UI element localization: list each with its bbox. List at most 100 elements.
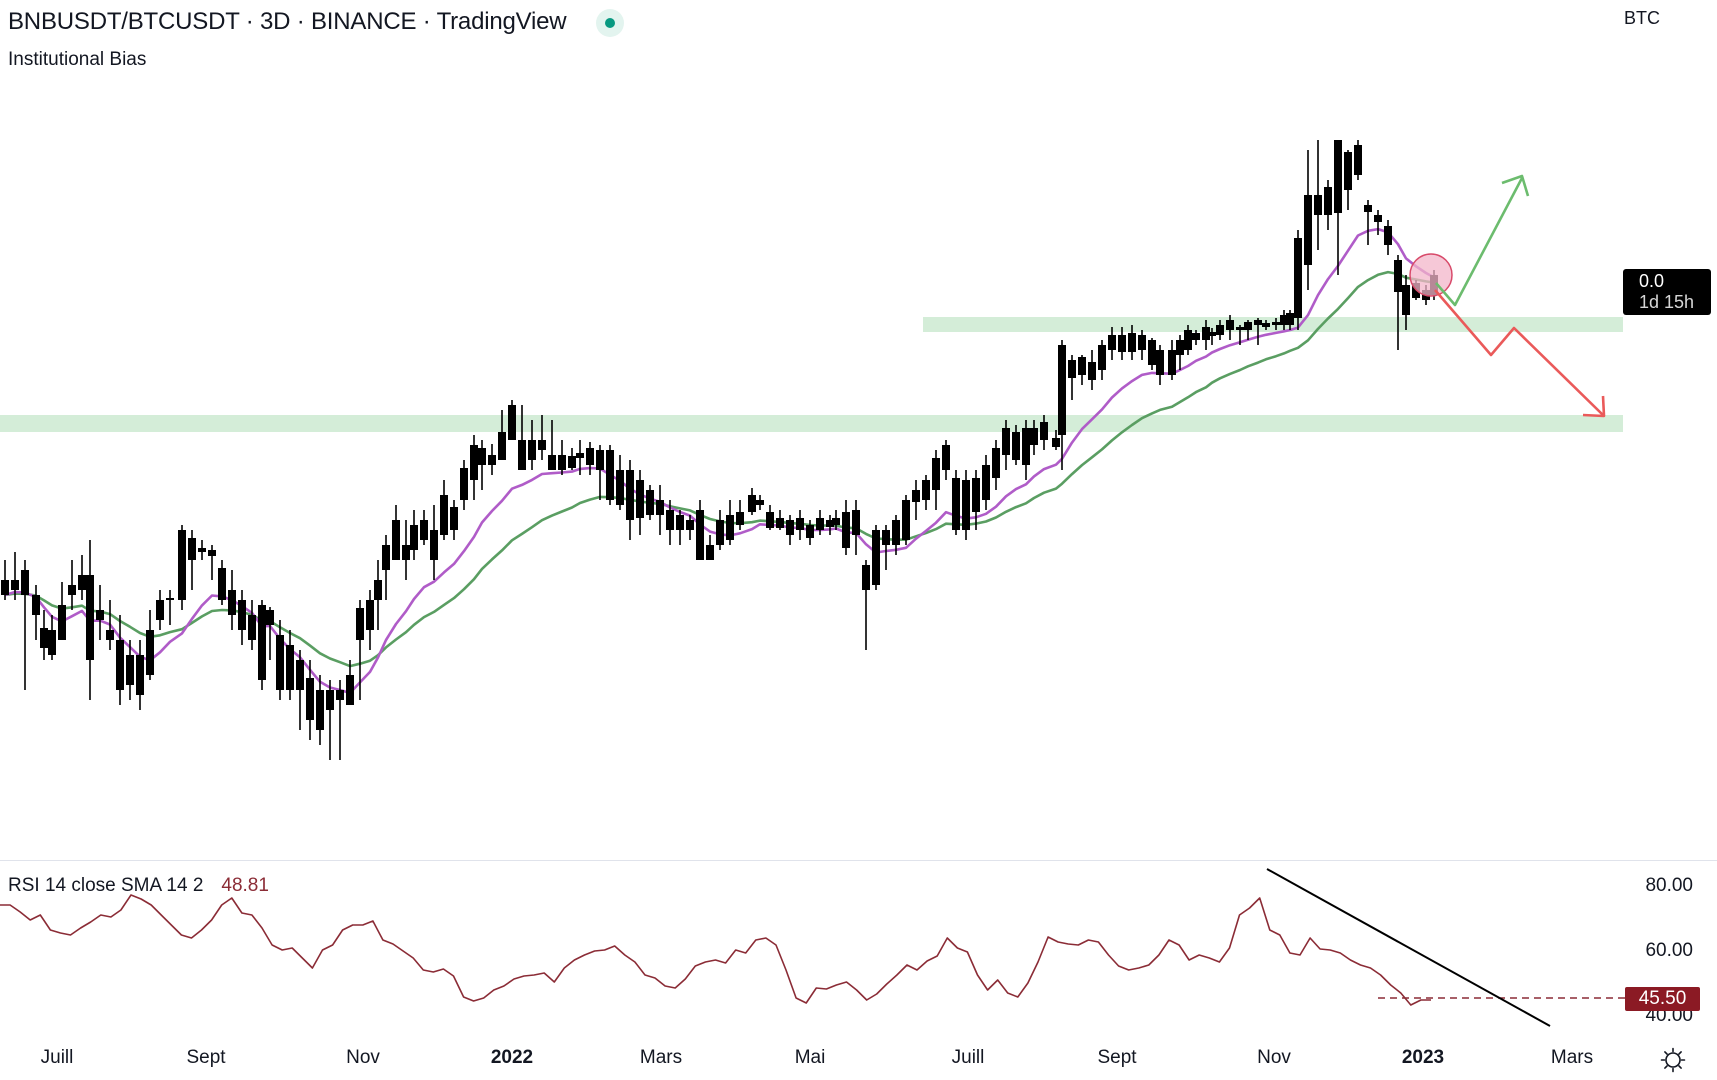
candle-body xyxy=(166,598,174,600)
candle-body xyxy=(296,660,304,690)
candle-body xyxy=(962,480,970,530)
candle-body xyxy=(586,448,594,465)
candle-body xyxy=(882,530,890,545)
candle-body xyxy=(696,510,704,560)
candle-body xyxy=(86,575,94,660)
highlight-circle[interactable] xyxy=(1409,253,1453,297)
candle-body xyxy=(1168,350,1176,375)
bearish-arrowhead-icon xyxy=(1582,395,1606,418)
candle-body xyxy=(326,690,334,710)
candle-body xyxy=(316,690,324,730)
candle-body xyxy=(1226,320,1234,330)
candle-body xyxy=(736,512,744,525)
candle-body xyxy=(766,512,774,528)
candle-body xyxy=(646,490,654,515)
candle-body xyxy=(460,468,468,500)
candle-body xyxy=(1012,432,1020,460)
candle-body xyxy=(1254,320,1262,325)
settings-gear-icon[interactable] xyxy=(1660,1047,1686,1073)
candle-body xyxy=(356,608,364,640)
candle-body xyxy=(1280,315,1288,325)
chart-title: BNBUSDT/BTCUSDT · 3D · BINANCE · Trading… xyxy=(8,8,567,35)
candle-body xyxy=(726,515,734,540)
time-axis[interactable]: Juill Sept Nov 2022 Mars Mai Juill Sept Nov 2023 M… xyxy=(0,1047,1717,1075)
time-tick-sept: Sept xyxy=(1097,1047,1137,1068)
candle-body xyxy=(48,630,56,655)
candle-body xyxy=(796,518,804,530)
candle-body xyxy=(786,520,794,535)
candle-body xyxy=(932,458,940,490)
candle-body xyxy=(440,495,448,535)
time-tick-mars: Mars xyxy=(1550,1047,1594,1068)
time-tick-juill: Juill xyxy=(40,1047,74,1068)
candle-body xyxy=(1402,285,1410,315)
candle-body xyxy=(872,530,880,585)
candle-body xyxy=(922,480,930,500)
main-price-chart[interactable] xyxy=(0,0,1717,860)
candle-body xyxy=(410,525,418,550)
candle-body xyxy=(258,605,266,680)
candle-body xyxy=(1138,335,1146,350)
time-tick-nov: Nov xyxy=(346,1047,380,1068)
candle-body xyxy=(1058,345,1066,435)
candle-body xyxy=(228,590,236,615)
candle-body xyxy=(382,545,390,570)
candle-body xyxy=(826,520,834,527)
candle-body xyxy=(420,520,428,540)
candle-body xyxy=(402,545,410,560)
support-zone[interactable] xyxy=(0,415,1623,432)
rsi-legend-label: RSI 14 close SMA 14 2 xyxy=(8,875,204,896)
candle-body xyxy=(188,538,196,560)
bearish-arrow-path[interactable] xyxy=(1434,289,1604,416)
candle-body xyxy=(528,440,536,460)
candle-body xyxy=(248,615,256,640)
candle-body xyxy=(892,520,900,545)
candle-body xyxy=(1344,152,1352,190)
candle-body xyxy=(616,470,624,505)
candle-body xyxy=(636,480,644,518)
candle-body xyxy=(32,595,40,615)
ma-fast-line xyxy=(4,227,1435,695)
time-tick-mars: Mars xyxy=(639,1047,683,1068)
candle-body xyxy=(1118,335,1126,352)
candle-body xyxy=(992,448,1000,478)
candle-body xyxy=(606,450,614,500)
candle-body xyxy=(1088,362,1096,380)
time-tick-2023: 2023 xyxy=(1401,1047,1445,1068)
candle-body xyxy=(96,610,104,620)
candle-body xyxy=(1236,327,1244,330)
rsi-axis-label-80: 80.00 xyxy=(1645,875,1693,896)
candle-body xyxy=(346,675,354,705)
candle-body xyxy=(1148,340,1156,365)
candle-body xyxy=(952,478,960,530)
candle-body xyxy=(1098,345,1106,370)
time-tick-sept: Sept xyxy=(186,1047,226,1068)
candle-body xyxy=(558,455,566,470)
candles-group xyxy=(1,140,1438,760)
candle-body xyxy=(1216,325,1224,335)
candle-body xyxy=(706,545,714,560)
candle-body xyxy=(68,585,76,595)
candle-body xyxy=(1184,330,1192,350)
candle-body xyxy=(1,580,9,595)
candle-body xyxy=(1374,215,1382,222)
candle-body xyxy=(756,500,764,505)
candle-body xyxy=(1262,323,1270,327)
candle-body xyxy=(126,655,134,685)
candle-body xyxy=(538,440,546,450)
candle-body xyxy=(1394,260,1402,292)
rsi-trendline[interactable] xyxy=(1266,868,1551,1027)
pane-separator[interactable] xyxy=(0,860,1717,861)
rsi-legend[interactable]: RSI 14 close SMA 14 2 48.81 xyxy=(8,875,269,897)
candle-body xyxy=(576,453,584,458)
market-status-icon[interactable] xyxy=(596,9,624,37)
candle-body xyxy=(478,448,486,465)
price-scale-currency[interactable]: BTC xyxy=(1624,8,1660,28)
bullish-arrow-path[interactable] xyxy=(1435,177,1524,307)
candle-body xyxy=(972,478,980,512)
candle-body xyxy=(1208,332,1216,336)
candle-body xyxy=(1002,428,1010,455)
candle-body xyxy=(156,600,164,620)
last-price-label: 0.0 1d 15h xyxy=(1623,269,1711,315)
candle-body xyxy=(716,520,724,545)
